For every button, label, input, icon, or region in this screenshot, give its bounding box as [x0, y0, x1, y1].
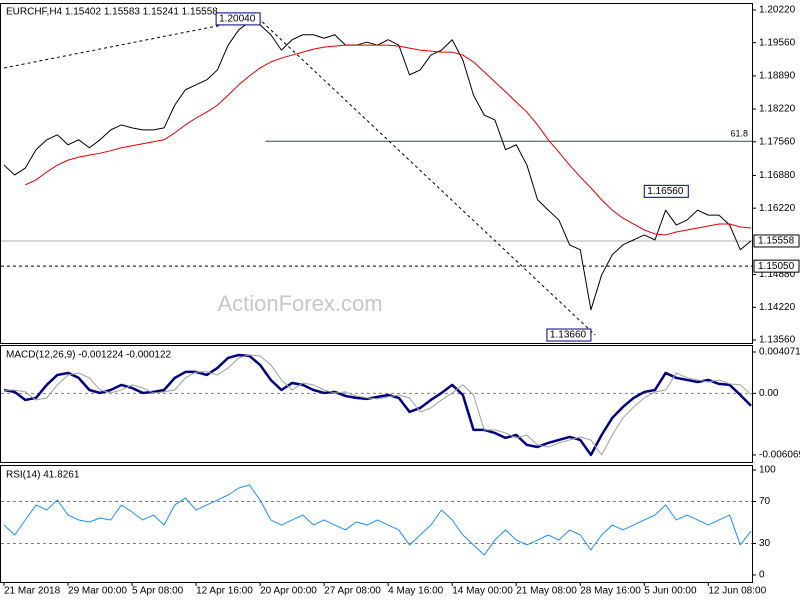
annotation-label: 1.16560: [647, 186, 684, 197]
watermark: ActionForex.com: [217, 291, 382, 316]
x-tick-label: 12 Jun 08:00: [708, 586, 766, 597]
fib-label: 61.8: [730, 129, 748, 139]
price-box-label: 1.15050: [758, 261, 795, 272]
series-line: [25, 44, 752, 236]
y-tick-label: 1.19560: [759, 37, 796, 48]
x-tick-label: 12 Apr 16:00: [196, 586, 253, 597]
y-tick-label: 1.17560: [759, 136, 796, 147]
y-tick-label: 1.14880: [759, 269, 796, 280]
x-tick-label: 29 Mar 00:00: [68, 586, 127, 597]
annotation-box: [643, 184, 689, 198]
price-box: [753, 234, 800, 248]
y-tick-label: 1.16220: [759, 203, 796, 214]
y-tick-label: 1.18890: [759, 71, 796, 82]
trend-line: [3, 17, 259, 69]
annotation-label: 1.13660: [550, 330, 587, 341]
y-tick-label: 1.18220: [759, 104, 796, 115]
trend-line: [261, 21, 596, 336]
panel-title: RSI(14) 41.8261: [6, 470, 80, 481]
annotation-box: [215, 12, 261, 26]
y-tick-label: 1.16880: [759, 170, 796, 181]
panel-title: MACD(12,26,9) -0.001224 -0.000122: [6, 350, 172, 361]
x-tick-label: 21 May 08:00: [516, 586, 577, 597]
y-tick-label: 1.13560: [759, 335, 796, 346]
panel-frame: [0, 3, 753, 344]
x-tick-label: 14 May 00:00: [452, 586, 513, 597]
y-tick-label: 0.004071: [759, 347, 800, 358]
y-tick-label: 0: [759, 570, 765, 581]
x-tick-label: 5 Jun 00:00: [644, 586, 697, 597]
annotation-label: 1.20040: [219, 14, 256, 25]
x-tick-label: 27 Apr 08:00: [324, 586, 381, 597]
y-tick-label: 70: [759, 496, 771, 507]
y-tick-label: -0.006069: [759, 450, 800, 461]
series-line: [3, 484, 752, 556]
y-tick-label: 0.00: [759, 388, 779, 399]
annotation-box: [546, 328, 592, 342]
x-tick-label: 20 Apr 00:00: [260, 586, 317, 597]
series-line: [3, 354, 752, 456]
panel-frame: [0, 345, 753, 463]
y-tick-label: 100: [759, 465, 776, 476]
price-box: [753, 259, 800, 273]
y-tick-label: 30: [759, 538, 771, 549]
x-tick-label: 28 May 16:00: [580, 586, 641, 597]
chart-header: EURCHF,H4 1.15402 1.15583 1.15241 1.1555…: [6, 7, 218, 18]
x-tick-label: 5 Apr 08:00: [132, 586, 184, 597]
y-tick-label: 1.14220: [759, 302, 796, 313]
price-box-label: 1.15558: [758, 236, 795, 247]
x-tick-label: 21 Mar 2018: [4, 586, 61, 597]
y-tick-label: 1.20220: [759, 5, 796, 16]
x-tick-label: 4 May 16:00: [388, 586, 443, 597]
panel-frame: [0, 465, 753, 583]
